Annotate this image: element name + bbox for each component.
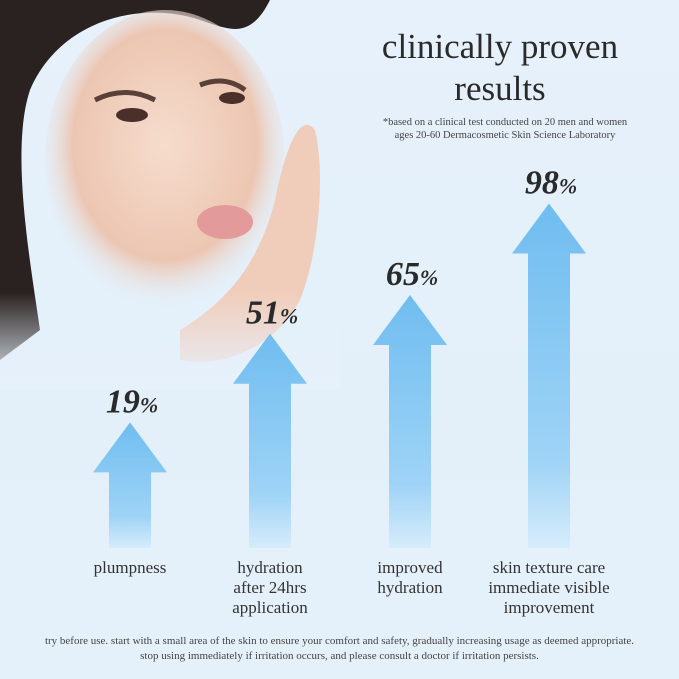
value-label-1: 19% [106, 383, 158, 420]
category-label-line: skin texture care [492, 558, 606, 577]
category-label-line: application [232, 598, 308, 617]
study-footnote: *based on a clinical test conducted on 2… [345, 116, 665, 142]
disclaimer-line-2: stop using immediately if irritation occ… [140, 650, 539, 662]
footnote-line-1: *based on a clinical test conducted on 2… [382, 117, 628, 128]
model-photo [0, 0, 340, 390]
category-label-line: immediate visible [488, 578, 610, 597]
title-line-1: clinically proven [381, 27, 619, 66]
disclaimer-line-1: try before use. start with a small area … [44, 635, 635, 647]
category-label-4: skin texture care immediate visible improv… [474, 558, 624, 618]
category-label-1: plumpness [55, 558, 205, 578]
category-label-2: hydration after 24hrs application [195, 558, 345, 618]
category-label-line: hydration [237, 558, 303, 577]
category-label-line: improved [377, 558, 443, 577]
category-label-3: improved hydration [335, 558, 485, 598]
category-label-line: plumpness [93, 558, 167, 577]
arrow-bar-2 [233, 333, 307, 548]
category-label-line: hydration [377, 578, 443, 597]
arrow-bar-4 [512, 203, 586, 549]
arrow-bar-1 [93, 422, 167, 548]
value-label-2: 51% [246, 295, 298, 332]
value-label-3: 65% [386, 256, 438, 293]
title-line-2: results [454, 69, 546, 108]
footnote-line-2: ages 20-60 Dermacosmetic Skin Science La… [394, 130, 616, 141]
value-label-4: 98% [525, 165, 577, 202]
usage-disclaimer: try before use. start with a small area … [0, 634, 679, 664]
page-title: clinically proven results [330, 26, 670, 110]
category-label-line: after 24hrs [233, 578, 307, 597]
arrow-bar-3 [373, 294, 447, 548]
category-label-line: improvement [503, 598, 595, 617]
